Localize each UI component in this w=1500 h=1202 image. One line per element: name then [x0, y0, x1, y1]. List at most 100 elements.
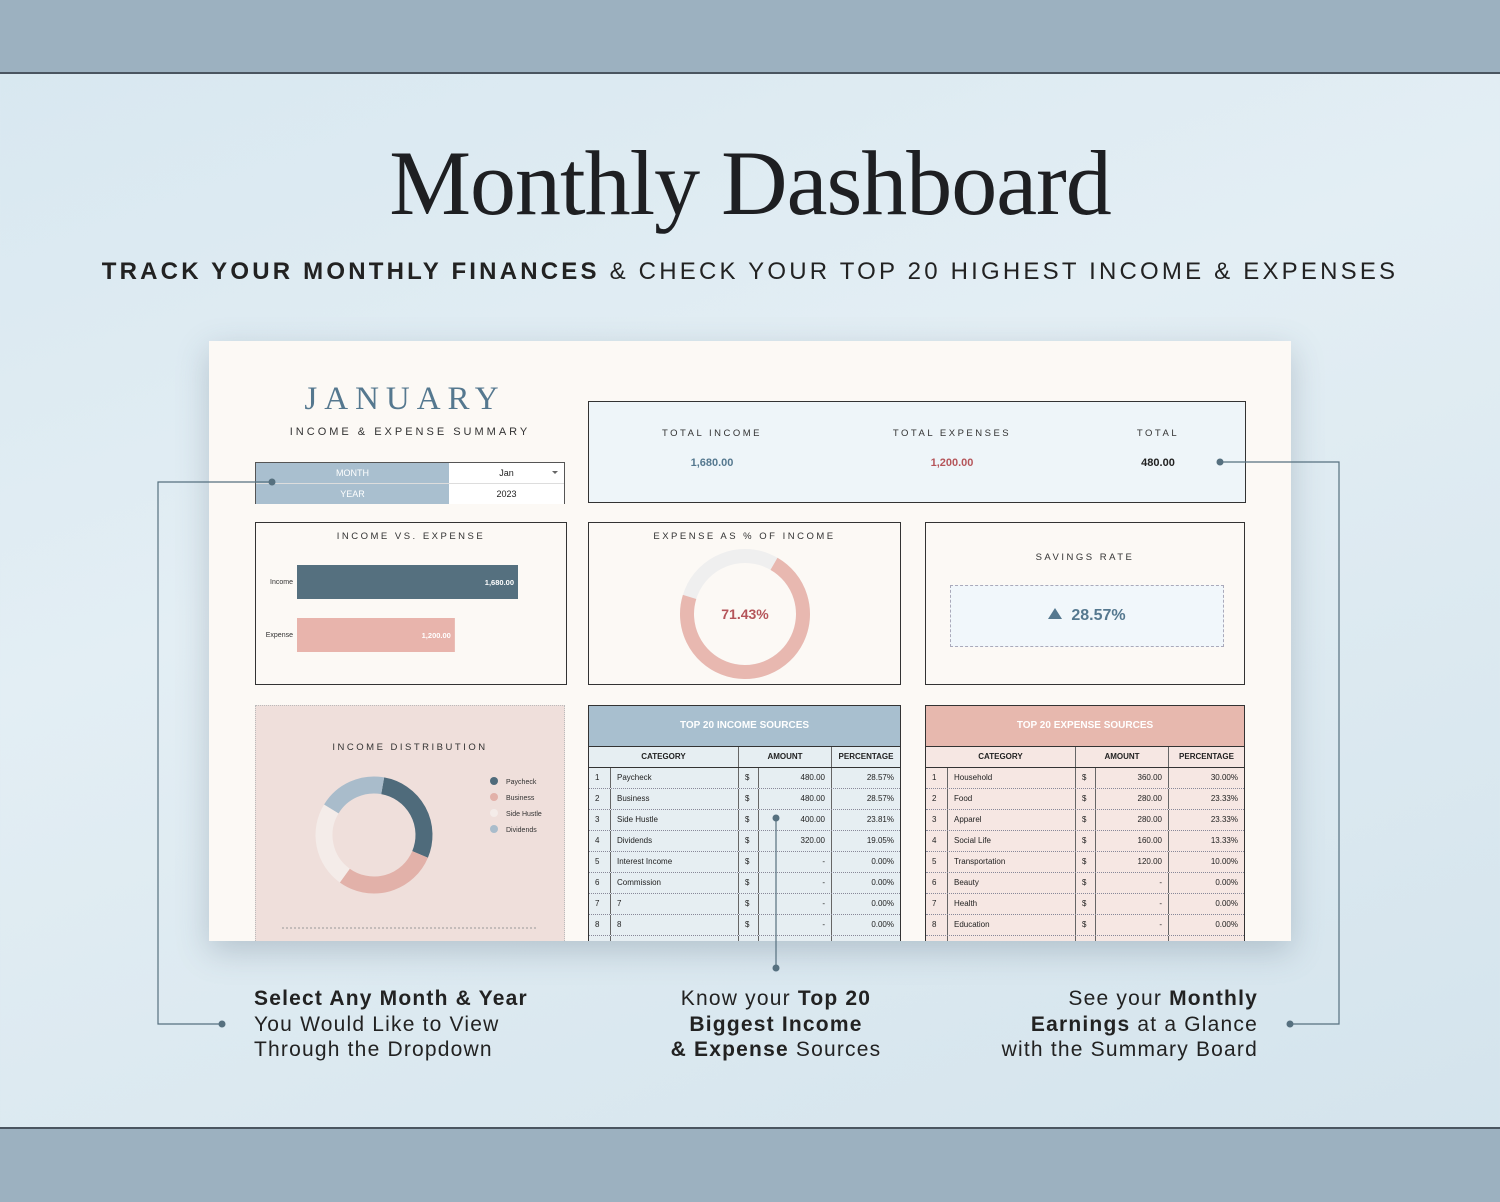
table-row: 6 Commission $ - 0.00% — [589, 873, 900, 894]
table-cell: 9 — [926, 936, 948, 941]
month-year-selector: MONTH Jan YEAR 2023 — [255, 462, 565, 504]
legend-swatch — [490, 809, 498, 817]
table-cell: $ — [739, 894, 759, 914]
bar — [297, 618, 455, 652]
table-cell: - — [759, 873, 832, 893]
callout-text: You Would Like to View — [254, 1012, 500, 1036]
totals-board: TOTAL INCOME 1,680.00 TOTAL EXPENSES 1,200.… — [588, 401, 1246, 503]
total-value: 1,680.00 — [690, 457, 734, 469]
month-dropdown[interactable]: Jan — [449, 463, 564, 483]
table-cell: Side Hustle — [611, 810, 739, 830]
table-cell: Gift — [948, 936, 1076, 941]
total-value: 1,200.00 — [930, 457, 974, 469]
table-cell: 28.57% — [866, 773, 894, 782]
table-cell: 1 — [589, 768, 611, 788]
table-cell: 5 — [589, 852, 611, 872]
legend-swatch — [490, 793, 498, 801]
table-cell: 480.00 — [759, 768, 832, 788]
table-cell: 0.00% — [1215, 878, 1238, 887]
connector-dot — [1286, 1020, 1294, 1028]
total-label: TOTAL INCOME — [661, 428, 763, 439]
table-cell: $ — [739, 873, 759, 893]
table-cell: - — [759, 915, 832, 935]
table-cell: 0.00% — [871, 878, 894, 887]
table-row: 6 Beauty $ - 0.00% — [926, 873, 1244, 894]
table-cell: 3 — [926, 810, 948, 830]
subtitle: TRACK YOUR MONTHLY FINANCES & CHECK YOUR… — [0, 258, 1500, 286]
callout-text: Know your — [680, 987, 798, 1010]
pie-chart: Paycheck Business Side Hustle Dividends — [282, 776, 542, 929]
callout-text: Through the Dropdown — [254, 1038, 493, 1061]
year-input[interactable]: 2023 — [449, 484, 564, 504]
table-cell: 280.00 — [1096, 789, 1169, 809]
bottom-band — [0, 1127, 1500, 1202]
expense-percent-panel: EXPENSE AS % OF INCOME 71.43% — [588, 522, 901, 685]
table-cell: 0.00% — [1215, 899, 1238, 908]
table-cell: 2 — [589, 789, 611, 809]
legend-label: Business — [506, 795, 535, 802]
callout-line: See your Monthly — [958, 986, 1258, 1012]
table-row: 1 Household $360.00 30.00% — [926, 768, 1244, 789]
table-cell: $ — [739, 936, 759, 941]
callout-line: & Expense Sources — [626, 1037, 926, 1063]
table-row: 2 Food $280.00 23.33% — [926, 789, 1244, 810]
table-cell: $ — [739, 789, 759, 809]
table-cell: 160.00 — [1096, 831, 1169, 851]
table-cell: 9 — [611, 936, 739, 941]
table-cell: 360.00 — [1096, 768, 1169, 788]
table-cell: 1 — [926, 768, 948, 788]
table-cell: $ — [739, 852, 759, 872]
legend-label: Paycheck — [506, 779, 537, 786]
callout-text: with the Summary Board — [1001, 1038, 1258, 1061]
table-cell: 4 — [589, 831, 611, 851]
table-cell: - — [1096, 873, 1169, 893]
table-row: 3 Apparel $280.00 23.33% — [926, 810, 1244, 831]
callout: Select Any Month & Year You Would Like to… — [254, 986, 528, 1063]
callout: Know your Top 20 Biggest Income & Expense … — [626, 986, 926, 1063]
callout-line: Through the Dropdown — [254, 1037, 528, 1063]
month-label: MONTH — [256, 463, 449, 483]
table-cell: 0.00% — [832, 936, 900, 941]
table-cell: 23.81% — [866, 815, 894, 824]
income-distribution-panel: INCOME DISTRIBUTION Paycheck Business Side… — [255, 705, 565, 941]
legend-swatch — [490, 825, 498, 833]
callout-text: Monthly — [1169, 987, 1258, 1010]
table-row: 7 7 $ -0.00% — [589, 894, 900, 915]
table-row: 5 Transportation $120.00 10.00% — [926, 852, 1244, 873]
callout-line: You Would Like to View — [254, 1012, 528, 1038]
table-cell: Social Life — [948, 831, 1076, 851]
table-cell: 28.57% — [866, 794, 894, 803]
table-cell: 3 — [589, 810, 611, 830]
donut-arc — [680, 557, 810, 679]
table-cell: $ — [1076, 831, 1096, 851]
table-cell: - — [759, 936, 832, 941]
table-cell: 0.00% — [1215, 920, 1238, 929]
pie-slice — [339, 850, 428, 894]
table-cell: 400.00 — [759, 810, 832, 830]
connector-dot — [218, 1020, 226, 1028]
subtitle-bold: TRACK YOUR MONTHLY FINANCES — [101, 258, 600, 285]
savings-title: SAVINGS RATE — [1035, 552, 1135, 563]
table-cell: 7 — [611, 894, 739, 914]
table-header: CATEGORY AMOUNT PERCENTAGE — [589, 747, 900, 768]
table-cell: 6 — [926, 873, 948, 893]
chart-title: EXPENSE AS % OF INCOME — [653, 531, 836, 542]
table-cell: $ — [1076, 810, 1096, 830]
table-cell: 19.05% — [866, 836, 894, 845]
total-value: 480.00 — [1141, 457, 1175, 469]
table-cell: 10.00% — [1210, 857, 1238, 866]
table-cell: 8 — [926, 915, 948, 935]
page-title: Monthly Dashboard — [389, 132, 1111, 234]
table-cell: 23.33% — [1210, 794, 1238, 803]
table-cell: 8 — [611, 915, 739, 935]
bar-category-label: Expense — [266, 632, 293, 639]
table-title: TOP 20 INCOME SOURCES — [589, 706, 900, 747]
table-cell: - — [1096, 894, 1169, 914]
pie-slice — [315, 804, 351, 883]
table-cell: 30.00% — [1210, 773, 1238, 782]
table-cell: Household — [948, 768, 1076, 788]
table-cell: Interest Income — [611, 852, 739, 872]
table-row: 8 8 $ -0.00% — [589, 915, 900, 936]
table-cell: $ — [1076, 768, 1096, 788]
